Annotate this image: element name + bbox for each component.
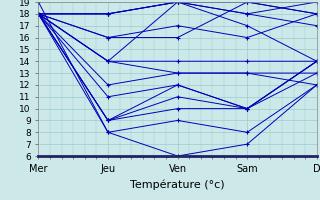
X-axis label: Température (°c): Température (°c) (130, 179, 225, 190)
